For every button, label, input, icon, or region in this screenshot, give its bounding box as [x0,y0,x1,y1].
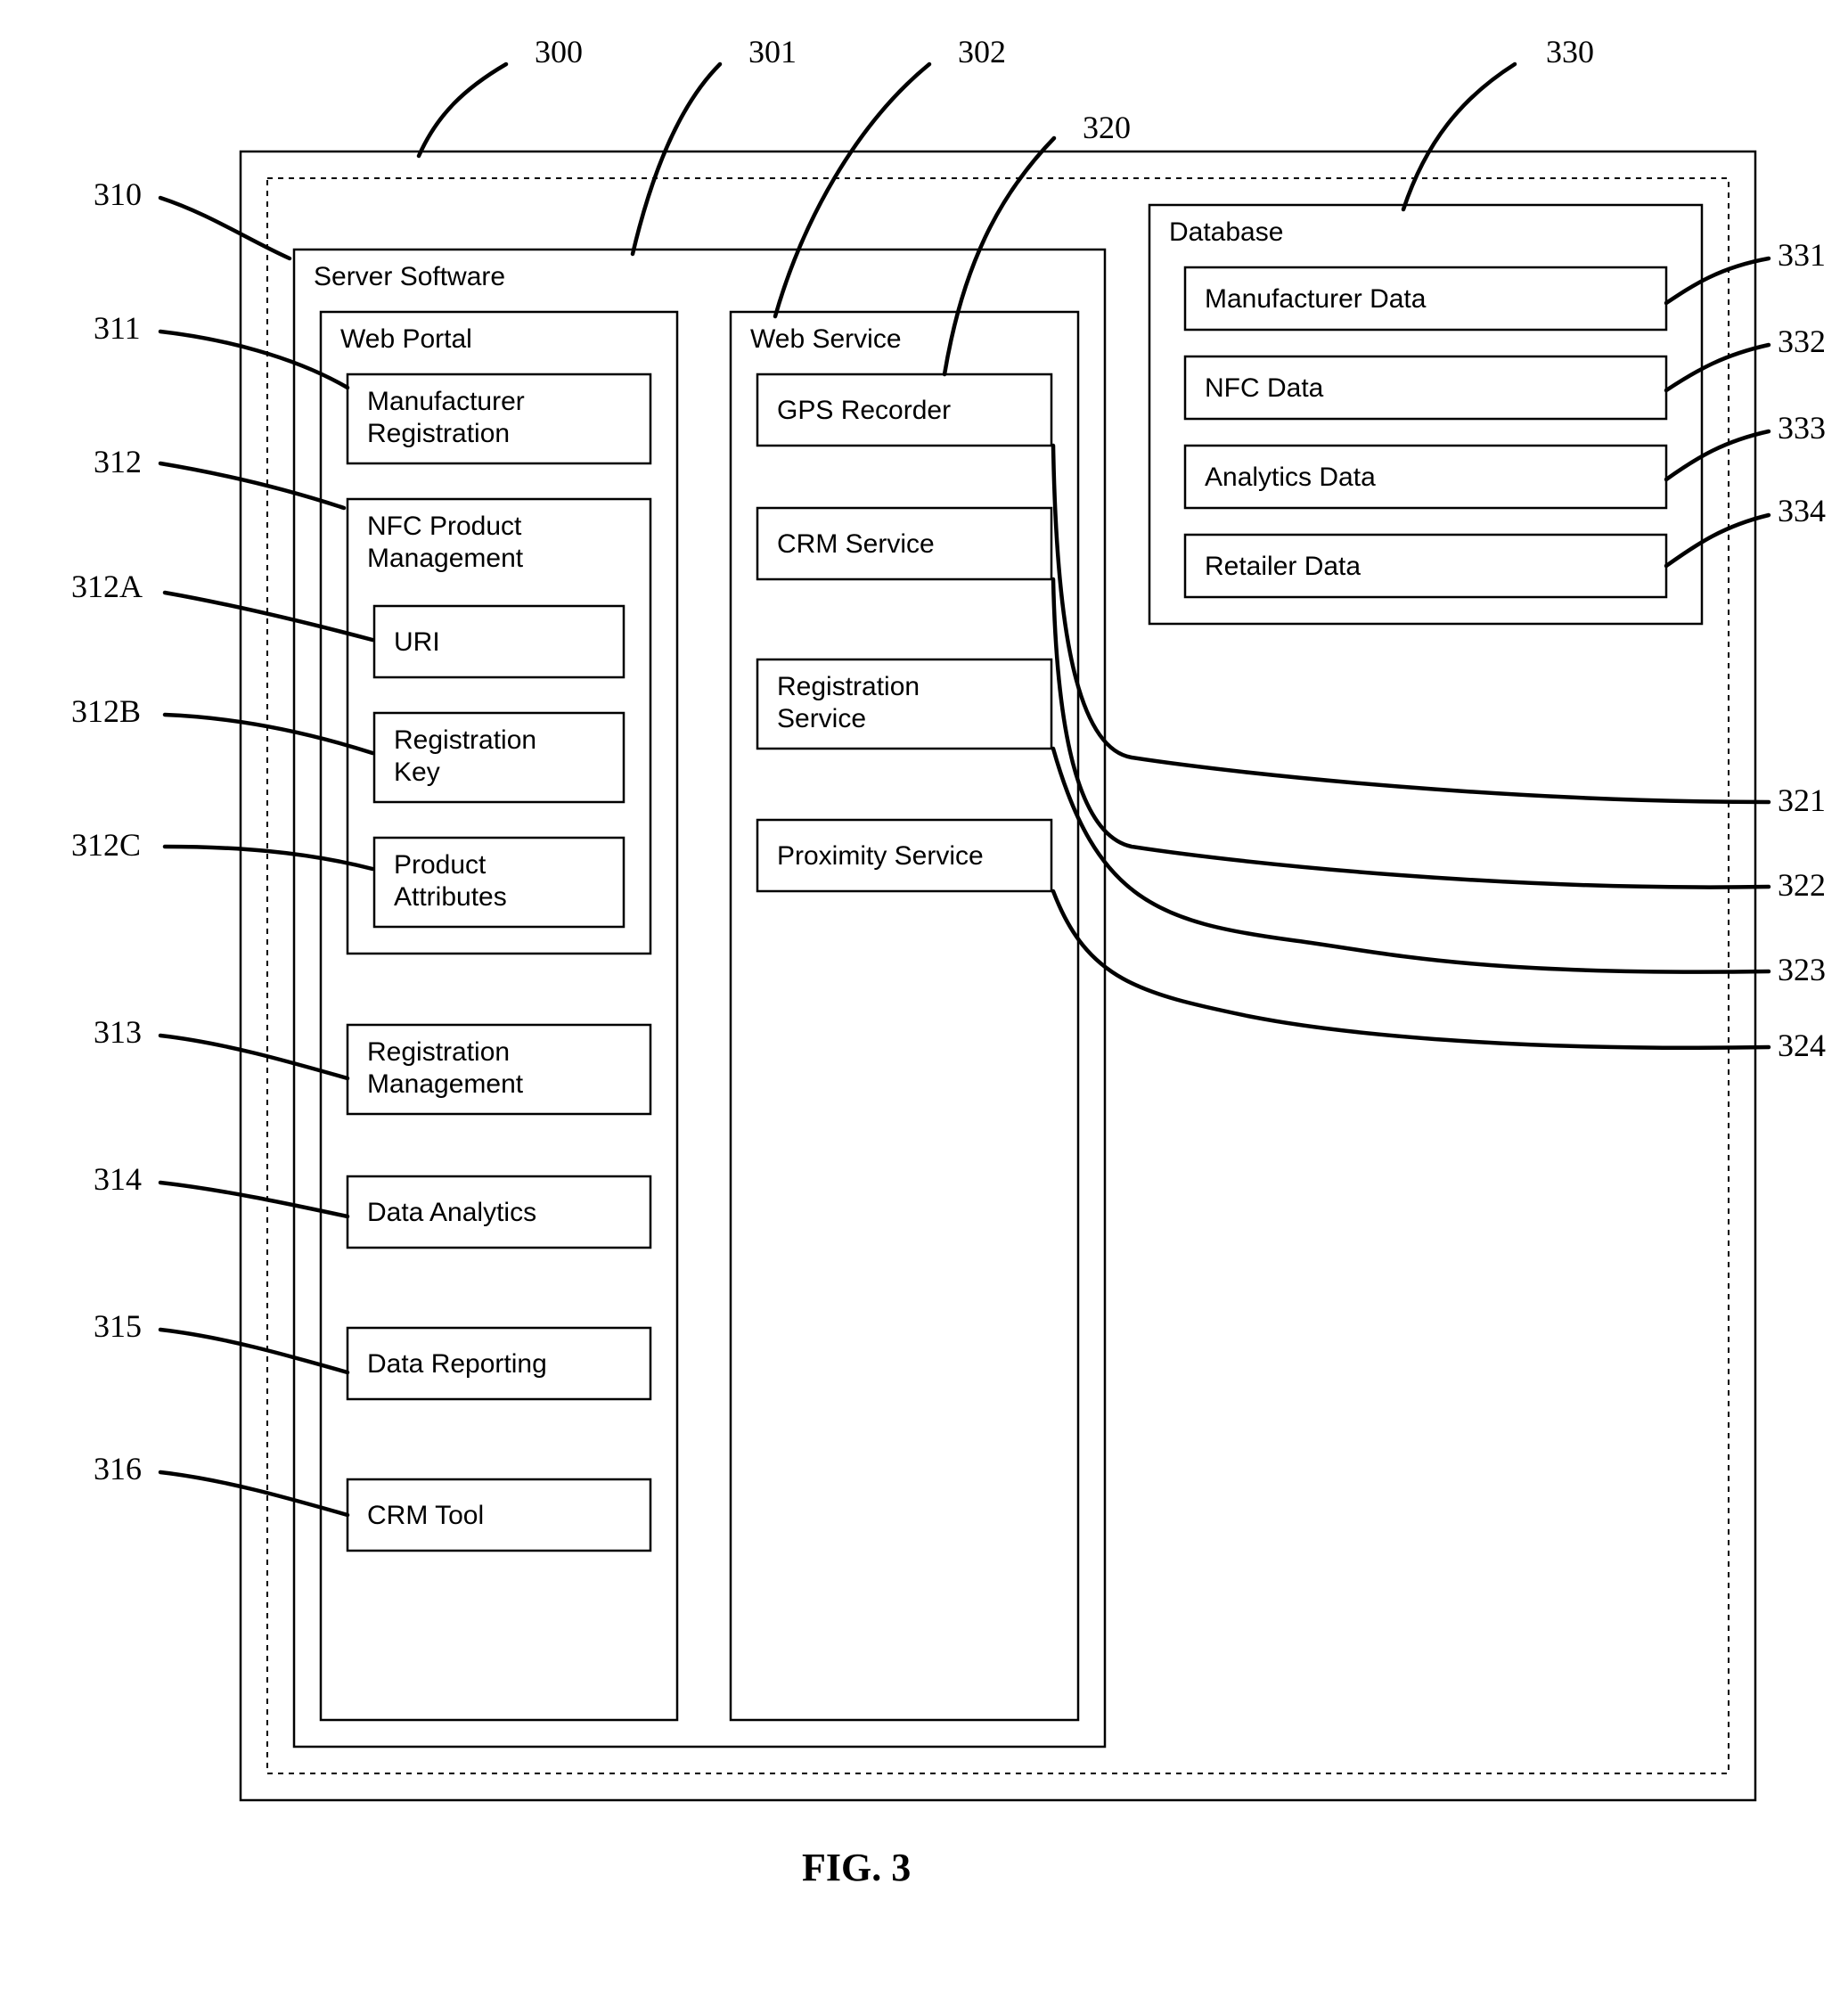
refnum-312B: 312B [71,693,141,729]
proximity-service-label: Proximity Service [777,841,984,871]
refnum-323: 323 [1778,952,1826,987]
server-software-title: Server Software [314,262,505,291]
refnum-324: 324 [1778,1028,1826,1063]
crm-service-label: CRM Service [777,529,935,559]
refnum-310: 310 [94,176,142,212]
refnum-300: 300 [535,34,583,70]
web-portal-title: Web Portal [340,324,472,354]
uri-label: URI [394,627,440,657]
refnum-331: 331 [1778,237,1826,273]
refnum-313: 313 [94,1014,142,1050]
database-title: Database [1169,217,1283,247]
refnum-322: 322 [1778,867,1826,903]
leader-300 [419,64,506,156]
refnum-330: 330 [1546,34,1594,70]
data-reporting-label: Data Reporting [367,1349,547,1379]
refnum-312A: 312A [71,569,143,604]
refnum-315: 315 [94,1308,142,1344]
retailer-data-label: Retailer Data [1205,552,1361,581]
figure-caption: FIG. 3 [802,1846,911,1889]
web-service-title: Web Service [750,324,902,354]
refnum-332: 332 [1778,323,1826,359]
refnum-333: 333 [1778,410,1826,446]
analytics-data-label: Analytics Data [1205,463,1376,492]
refnum-334: 334 [1778,493,1826,528]
refnum-312: 312 [94,444,142,479]
manufacturer-data-label: Manufacturer Data [1205,284,1427,314]
crm-tool-label: CRM Tool [367,1501,484,1530]
gps-recorder-label: GPS Recorder [777,396,951,425]
nfc-data-label: NFC Data [1205,373,1324,403]
refnum-301: 301 [748,34,797,70]
refnum-311: 311 [94,310,141,346]
refnum-321: 321 [1778,782,1826,818]
refnum-320: 320 [1083,110,1131,145]
data-analytics-label: Data Analytics [367,1198,536,1227]
refnum-302: 302 [958,34,1006,70]
refnum-312C: 312C [71,827,141,863]
refnum-316: 316 [94,1451,142,1486]
refnum-314: 314 [94,1161,142,1197]
